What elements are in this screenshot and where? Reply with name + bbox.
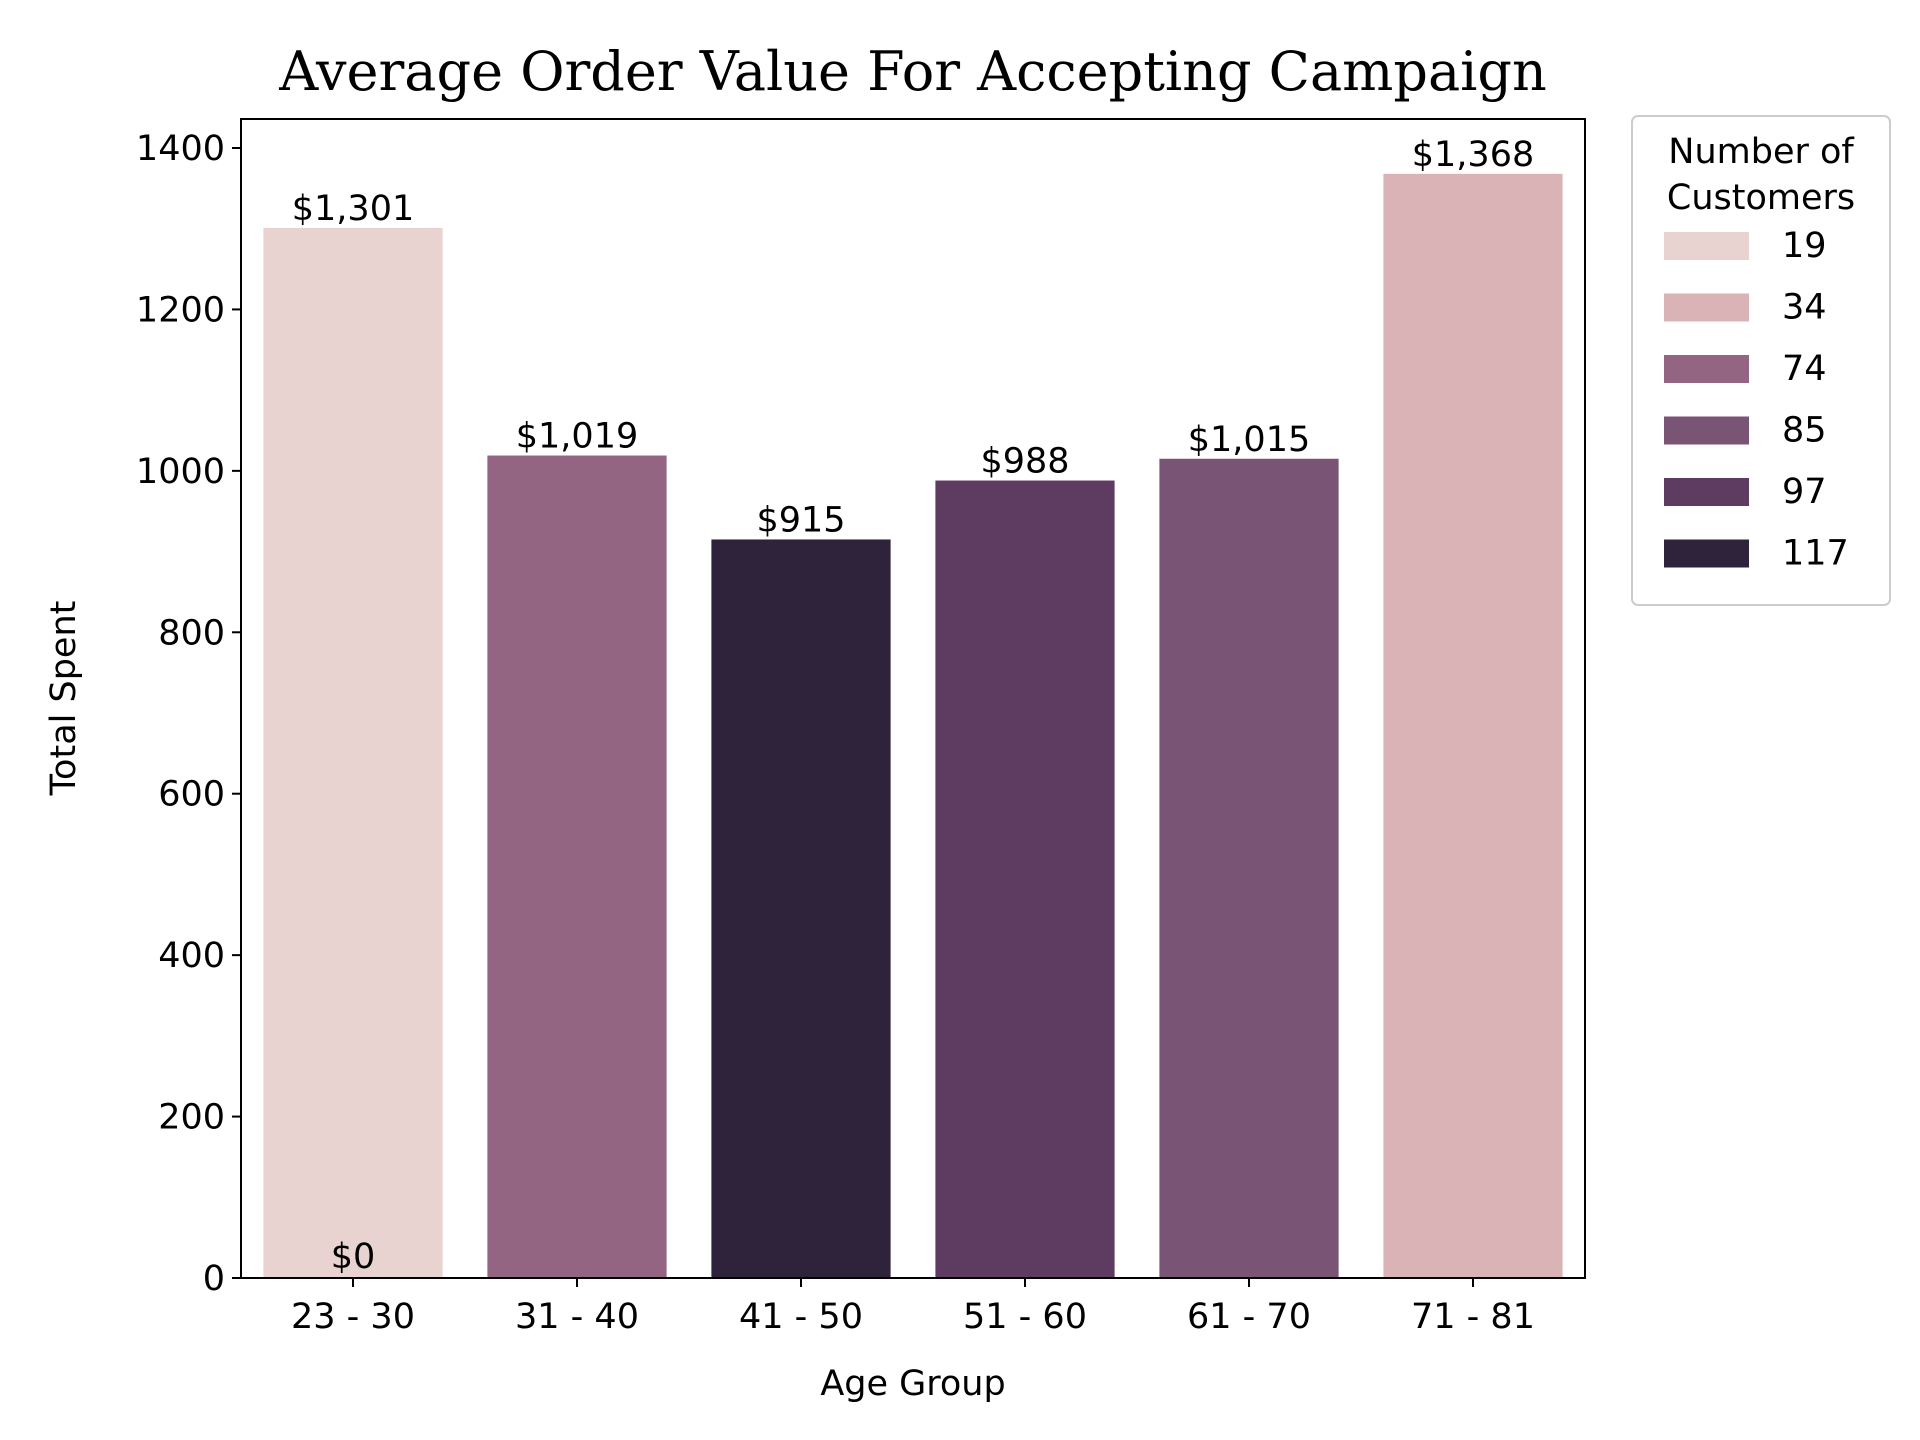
y-tick-label: 1400	[136, 129, 225, 169]
y-tick-label: 1000	[136, 452, 225, 492]
y-tick-label: 0	[203, 1259, 225, 1299]
data-label: $1,019	[516, 417, 638, 457]
bar-23-30	[263, 227, 443, 1279]
y-tick-label: 200	[158, 1098, 225, 1138]
bar-41-50	[711, 539, 891, 1278]
x-tick-label: 41 - 50	[739, 1297, 863, 1337]
legend-swatch	[1664, 416, 1749, 445]
x-tick-label: 61 - 70	[1187, 1297, 1311, 1337]
x-tick-label: 51 - 60	[963, 1297, 1087, 1337]
y-axis-label: Total Spent	[44, 601, 84, 797]
legend-title-line-2: Customers	[1667, 178, 1855, 218]
y-tick-label: 600	[158, 775, 225, 815]
chart-title: Average Order Value For Accepting Campai…	[278, 40, 1547, 103]
bar-51-60	[935, 480, 1115, 1278]
legend-title-line-1: Number of	[1668, 132, 1854, 172]
bar-31-40	[487, 455, 667, 1278]
x-tick-label: 71 - 81	[1411, 1297, 1535, 1337]
legend: Number of Customers 19 34 74 85 97 117	[1631, 115, 1891, 606]
legend-label: 117	[1782, 534, 1849, 574]
legend-swatch	[1664, 355, 1749, 383]
data-label: $1,015	[1188, 420, 1310, 460]
bar-61-70	[1159, 458, 1339, 1278]
zero-annotation: $0	[331, 1237, 376, 1277]
y-tick-label: 800	[158, 613, 225, 653]
data-label: $988	[980, 442, 1069, 482]
data-label: $915	[756, 500, 845, 540]
legend-swatch	[1664, 539, 1749, 568]
x-tick-label: 23 - 30	[291, 1297, 415, 1337]
legend-label: 19	[1782, 226, 1827, 266]
y-tick-label: 400	[158, 936, 225, 976]
plot-frame	[240, 118, 1586, 1279]
legend-label: 74	[1782, 349, 1827, 389]
x-axis-label: Age Group	[820, 1364, 1005, 1404]
legend-swatch	[1664, 293, 1749, 322]
x-tick-label: 31 - 40	[515, 1297, 639, 1337]
legend-label: 34	[1782, 288, 1827, 328]
data-label: $1,301	[292, 189, 414, 229]
legend-swatch	[1664, 232, 1749, 260]
y-tick-label: 1200	[136, 290, 225, 330]
legend-swatch	[1664, 478, 1749, 506]
bar-71-81	[1383, 173, 1563, 1278]
legend-label: 85	[1782, 411, 1827, 451]
data-label: $1,368	[1412, 135, 1534, 175]
legend-label: 97	[1782, 472, 1827, 512]
